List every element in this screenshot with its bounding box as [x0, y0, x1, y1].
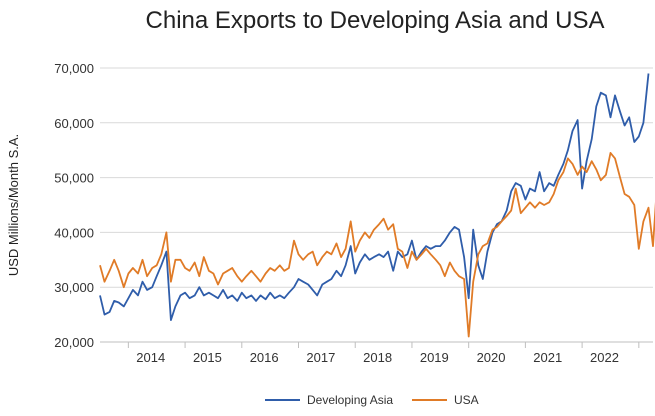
chart-title: China Exports to Developing Asia and USA: [146, 7, 605, 34]
legend-label: USA: [454, 393, 479, 407]
series-line-usa: [99, 152, 655, 338]
x-tick-label: 2020: [477, 350, 506, 365]
y-tick-label: 30,000: [54, 280, 94, 295]
x-tick-label: 2022: [590, 350, 619, 365]
y-tick-label: 20,000: [54, 335, 94, 350]
legend: Developing Asia USA: [265, 393, 479, 407]
x-tick-label: 2016: [250, 350, 279, 365]
gridlines: [100, 67, 653, 343]
x-tick-label: 2021: [533, 350, 562, 365]
x-tick-label: 2017: [306, 350, 335, 365]
y-tick-label: 50,000: [54, 171, 94, 186]
y-tick-label: 70,000: [54, 61, 94, 76]
x-tick-label: 2015: [193, 350, 222, 365]
x-tick-label: 2019: [420, 350, 449, 365]
series-line-developing-asia: [99, 73, 650, 321]
x-tick-label: 2018: [363, 350, 392, 365]
y-tick-label: 60,000: [54, 116, 94, 131]
series-group: [99, 73, 655, 338]
axes: 20,000 30,000 40,000 50,000 60,000 70,000 2014…: [54, 61, 653, 365]
y-tick-label: 40,000: [54, 225, 94, 240]
legend-label: Developing Asia: [307, 393, 393, 407]
x-tick-label: 2014: [136, 350, 165, 365]
y-axis-label: USD Millions/Month S.A.: [6, 134, 21, 276]
